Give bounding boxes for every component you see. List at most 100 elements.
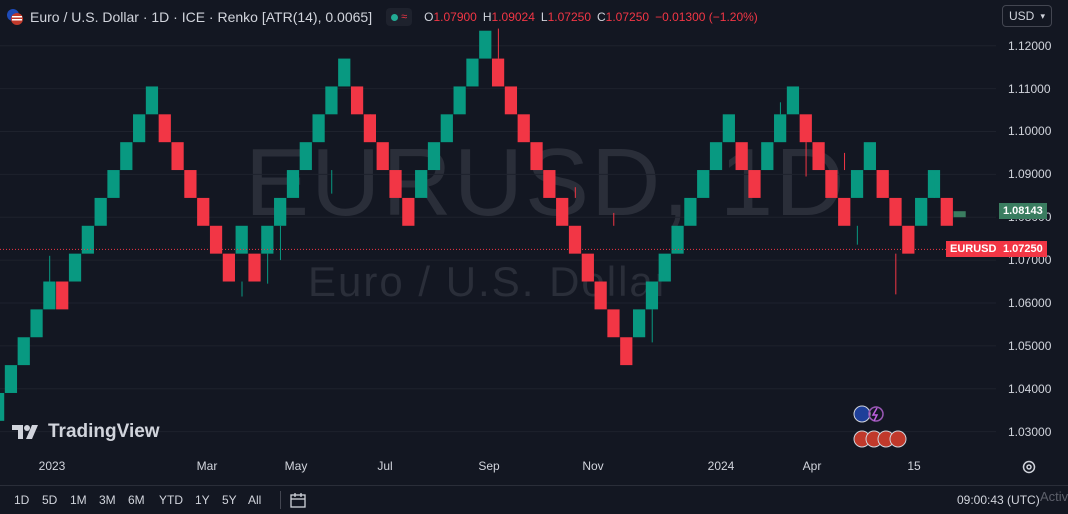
renko-brick-down[interactable] xyxy=(940,197,953,226)
timeframe-button[interactable]: 5Y xyxy=(222,493,237,507)
renko-brick-up[interactable] xyxy=(274,197,287,226)
renko-brick-up[interactable] xyxy=(325,86,338,115)
renko-chart[interactable] xyxy=(0,0,996,453)
renko-brick-up[interactable] xyxy=(479,30,492,59)
renko-brick-up[interactable] xyxy=(645,281,659,310)
renko-brick-up[interactable] xyxy=(440,114,453,143)
renko-brick-up[interactable] xyxy=(453,86,466,115)
price-axis[interactable] xyxy=(996,0,1068,453)
renko-brick-down[interactable] xyxy=(902,225,915,254)
renko-brick-down[interactable] xyxy=(543,170,556,198)
event-markers[interactable] xyxy=(850,404,920,454)
timeframe-button[interactable]: 1M xyxy=(70,493,87,507)
renko-brick-down[interactable] xyxy=(735,142,748,171)
renko-brick-down[interactable] xyxy=(504,86,518,115)
ohlc-key: O xyxy=(424,10,434,24)
renko-brick-up[interactable] xyxy=(261,225,274,254)
renko-brick-up[interactable] xyxy=(697,170,710,198)
renko-brick-down[interactable] xyxy=(889,197,902,226)
timeframe-button[interactable]: 6M xyxy=(128,493,145,507)
ghost-price-label: 1.08143 xyxy=(999,203,1047,220)
renko-brick-down[interactable] xyxy=(825,170,838,198)
renko-brick-down[interactable] xyxy=(402,197,415,226)
renko-brick-down[interactable] xyxy=(568,225,582,254)
renko-brick-down[interactable] xyxy=(56,281,69,310)
renko-brick-up[interactable] xyxy=(17,337,30,366)
renko-brick-up[interactable] xyxy=(658,253,671,282)
symbol-title[interactable]: Euro / U.S. Dollar · 1D · ICE · Renko [A… xyxy=(30,9,373,25)
renko-brick-down[interactable] xyxy=(530,142,543,171)
chart-pane[interactable]: EURUSD, 1D Euro / U.S. Dollar Euro / U.S… xyxy=(0,0,996,453)
renko-brick-down[interactable] xyxy=(517,114,530,143)
renko-brick-up[interactable] xyxy=(286,170,300,198)
renko-brick-down[interactable] xyxy=(171,142,184,171)
renko-brick-down[interactable] xyxy=(209,225,223,254)
renko-brick-up[interactable] xyxy=(68,253,82,282)
timeframe-button[interactable]: YTD xyxy=(159,493,183,507)
settings-gear-icon[interactable] xyxy=(1021,459,1037,475)
renko-brick-up[interactable] xyxy=(43,281,56,310)
renko-brick-up[interactable] xyxy=(133,114,146,143)
renko-brick-down[interactable] xyxy=(197,197,210,226)
renko-brick-down[interactable] xyxy=(491,58,505,87)
time-axis-label: 15 xyxy=(907,459,921,473)
timeframe-button[interactable]: 5D xyxy=(42,493,58,507)
renko-brick-up[interactable] xyxy=(81,225,94,254)
renko-brick-down[interactable] xyxy=(838,197,851,226)
renko-brick-up[interactable] xyxy=(415,170,428,198)
renko-brick-up[interactable] xyxy=(312,114,325,143)
renko-brick-up[interactable] xyxy=(120,142,133,171)
renko-brick-up[interactable] xyxy=(466,58,479,87)
currency-select[interactable]: USD ▾ xyxy=(1002,5,1052,27)
renko-brick-down[interactable] xyxy=(876,170,889,198)
renko-brick-down[interactable] xyxy=(581,253,594,282)
renko-brick-up[interactable] xyxy=(786,86,800,115)
timeframe-button[interactable]: All xyxy=(248,493,262,507)
renko-brick-up[interactable] xyxy=(709,142,723,171)
renko-brick-down[interactable] xyxy=(222,253,235,282)
renko-brick-up[interactable] xyxy=(338,58,351,87)
price-tick-label: 1.04000 xyxy=(1008,381,1052,396)
utc-clock[interactable]: 09:00:43 (UTC) xyxy=(957,493,1040,507)
renko-brick-down[interactable] xyxy=(607,309,620,338)
renko-brick-up[interactable] xyxy=(863,142,876,171)
renko-brick-up[interactable] xyxy=(671,225,684,254)
renko-brick-up[interactable] xyxy=(299,142,312,171)
renko-brick-up[interactable] xyxy=(30,309,43,338)
renko-brick-down[interactable] xyxy=(376,142,389,171)
renko-brick-up[interactable] xyxy=(915,197,928,226)
renko-brick-down[interactable] xyxy=(812,142,825,171)
renko-brick-down[interactable] xyxy=(158,114,171,143)
renko-brick-up[interactable] xyxy=(633,309,646,338)
date-range-calendar-icon[interactable] xyxy=(290,492,308,508)
renko-brick-up[interactable] xyxy=(761,142,774,171)
renko-brick-up[interactable] xyxy=(427,142,441,171)
tradingview-logo[interactable]: TradingView xyxy=(12,421,160,443)
market-status-pill[interactable]: ≈ xyxy=(386,8,413,26)
renko-brick-up[interactable] xyxy=(94,197,107,226)
currency-value: USD xyxy=(1009,9,1035,23)
renko-brick-down[interactable] xyxy=(184,170,197,198)
timeframe-button[interactable]: 3M xyxy=(99,493,116,507)
renko-brick-up[interactable] xyxy=(684,197,697,226)
renko-brick-up[interactable] xyxy=(145,86,159,115)
renko-brick-down[interactable] xyxy=(594,281,607,310)
renko-brick-up[interactable] xyxy=(235,225,248,254)
renko-brick-up[interactable] xyxy=(4,365,18,393)
renko-brick-up[interactable] xyxy=(722,114,735,143)
renko-brick-down[interactable] xyxy=(748,170,761,198)
renko-brick-up[interactable] xyxy=(774,114,787,143)
renko-brick-down[interactable] xyxy=(389,170,402,198)
renko-brick-up[interactable] xyxy=(0,392,5,421)
renko-brick-up[interactable] xyxy=(107,170,120,198)
renko-brick-up[interactable] xyxy=(850,170,864,198)
timeframe-button[interactable]: 1Y xyxy=(195,493,210,507)
activation-watermark: Activa xyxy=(1040,489,1068,504)
renko-brick-down[interactable] xyxy=(350,86,364,115)
renko-brick-down[interactable] xyxy=(620,337,633,366)
timeframe-button[interactable]: 1D xyxy=(14,493,30,507)
renko-brick-down[interactable] xyxy=(363,114,376,143)
renko-brick-down[interactable] xyxy=(248,253,261,282)
renko-brick-down[interactable] xyxy=(556,197,569,226)
renko-brick-down[interactable] xyxy=(799,114,812,143)
